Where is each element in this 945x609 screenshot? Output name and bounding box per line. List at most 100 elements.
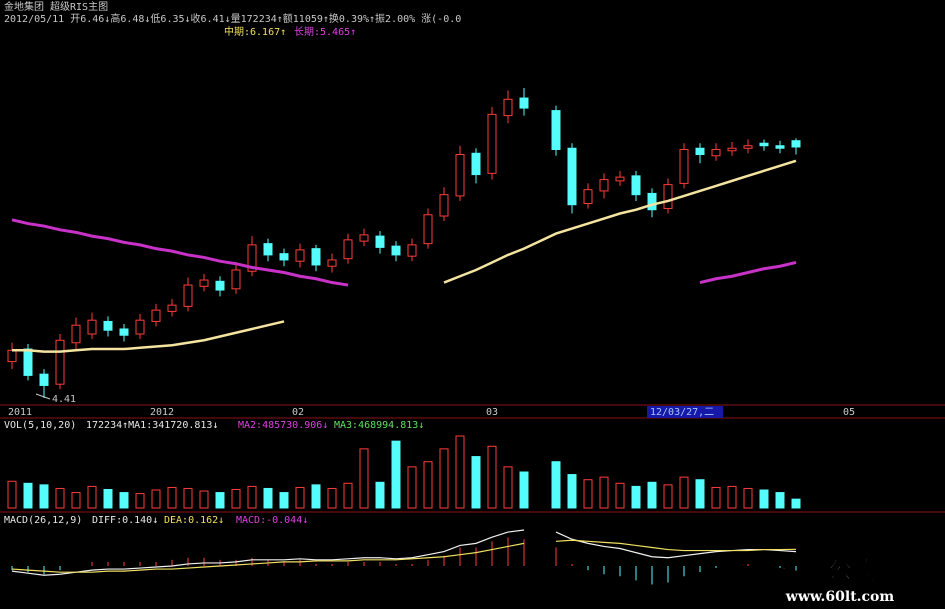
- volume-bar: [615, 482, 625, 509]
- candle-body: [439, 194, 449, 217]
- volume-bar: [343, 482, 353, 509]
- candle-body: [663, 184, 673, 209]
- candle-body: [791, 140, 801, 148]
- candle-body: [343, 239, 353, 260]
- volume-bar: [551, 461, 561, 509]
- candle-body: [183, 284, 193, 307]
- x-tick-label: 2012: [150, 407, 174, 418]
- volume-header: MA3:468994.813↓: [334, 420, 424, 431]
- volume-bar: [39, 484, 49, 509]
- candle-body: [55, 339, 65, 385]
- macd-header: MACD:-0.044↓: [236, 515, 308, 526]
- candle-body: [231, 269, 241, 290]
- x-tick-label: 2011: [8, 407, 32, 418]
- volume-bar: [759, 489, 769, 509]
- candle-body: [279, 253, 289, 261]
- volume-bar: [519, 471, 529, 509]
- volume-bar: [103, 488, 113, 509]
- x-tick-label: 05: [843, 407, 855, 418]
- candle-body: [567, 147, 577, 206]
- mid-ma-line: [12, 159, 797, 353]
- volume-bar: [423, 461, 433, 509]
- candle-body: [599, 179, 609, 192]
- volume-bar: [663, 484, 673, 509]
- candle-body: [519, 97, 529, 109]
- candle-body: [759, 142, 769, 147]
- candle-body: [167, 304, 177, 312]
- low-pointer: [35, 393, 51, 400]
- candle-body: [775, 145, 785, 149]
- volume-bar: [439, 448, 449, 509]
- volume-bar: [647, 481, 657, 509]
- volume-bar: [87, 485, 97, 509]
- candle-body: [87, 319, 97, 335]
- candle-body: [359, 234, 369, 242]
- candle-body: [119, 328, 129, 336]
- long-ma-label: 长期:5.465↑: [294, 26, 356, 38]
- candle-body: [743, 145, 753, 149]
- candle-body: [471, 152, 481, 176]
- x-tick-label: 03: [486, 407, 498, 418]
- candle-body: [135, 319, 145, 335]
- candle-body: [551, 110, 561, 150]
- volume-bar: [215, 492, 225, 509]
- macd-header: DIFF:0.140↓: [92, 515, 158, 526]
- candle-body: [311, 248, 321, 266]
- candle-body: [215, 280, 225, 291]
- volume-bar: [487, 445, 497, 509]
- volume-bar: [471, 456, 481, 509]
- volume-bar: [375, 481, 385, 509]
- volume-bar: [791, 498, 801, 509]
- candle-body: [263, 243, 273, 256]
- candle-body: [727, 147, 737, 152]
- candle-body: [295, 249, 305, 262]
- stock-name: 金地集团 超级RIS主图: [4, 0, 108, 13]
- candle-body: [7, 349, 17, 363]
- volume-bar: [407, 466, 417, 509]
- volume-bar: [231, 488, 241, 509]
- volume-bar: [455, 435, 465, 509]
- volume-bar: [711, 486, 721, 509]
- candle-body: [391, 245, 401, 256]
- volume-header: VOL(5,10,20): [4, 420, 76, 431]
- candle-body: [487, 113, 497, 174]
- volume-bar: [391, 440, 401, 509]
- low-label: 4.41: [52, 394, 76, 405]
- candle-body: [151, 309, 161, 322]
- candle-body: [103, 320, 113, 331]
- dea-line: [11, 539, 797, 573]
- long-ma-line: [11, 218, 797, 287]
- candle-body: [423, 214, 433, 245]
- x-tick-label: 02: [292, 407, 304, 418]
- volume-bar: [199, 490, 209, 509]
- watermark-title: 乐淘公式网: [780, 556, 900, 584]
- volume-bar: [727, 485, 737, 509]
- candle-body: [455, 154, 465, 197]
- volume-bar: [151, 489, 161, 509]
- candle-body: [711, 148, 721, 157]
- candle-body: [647, 192, 657, 211]
- candle-body: [583, 189, 593, 204]
- volume-bar: [263, 487, 273, 509]
- volume-header: MA2:485730.906↓: [238, 420, 328, 431]
- volume-bar: [311, 484, 321, 509]
- volume-bar: [183, 487, 193, 509]
- volume-bar: [7, 480, 17, 509]
- watermark-url: www.60lt.com: [785, 589, 895, 605]
- volume-header: 172234↑MA1:341720.813↓: [86, 420, 218, 431]
- x-tick-label: 12/03/27,二: [650, 407, 714, 418]
- volume-bar: [743, 487, 753, 509]
- macd-header: MACD(26,12,9): [4, 515, 82, 526]
- volume-bar: [679, 476, 689, 509]
- volume-bar: [631, 485, 641, 509]
- volume-bar: [279, 492, 289, 509]
- volume-bar: [167, 486, 177, 509]
- volume-bar: [247, 485, 257, 509]
- candle-body: [503, 98, 513, 117]
- candle-body: [631, 175, 641, 196]
- volume-bar: [775, 492, 785, 509]
- volume-bar: [55, 487, 65, 509]
- volume-bar: [695, 479, 705, 509]
- volume-bar: [23, 482, 33, 509]
